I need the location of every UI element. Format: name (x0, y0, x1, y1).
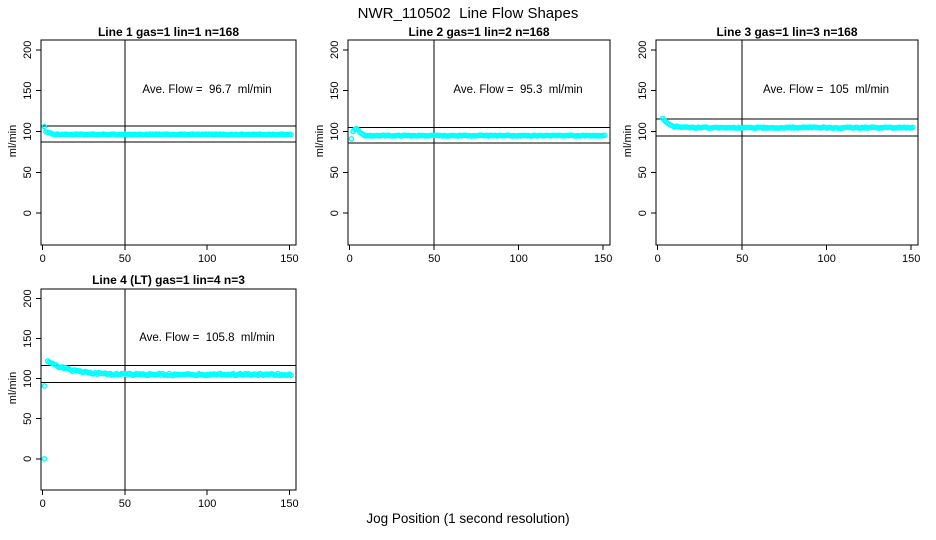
svg-text:100: 100 (22, 370, 34, 388)
svg-text:200: 200 (22, 41, 34, 59)
plot-area-line-3: 0 50 100 150 0 50 100 150 200 (637, 39, 920, 265)
svg-text:0: 0 (22, 210, 34, 216)
svg-text:150: 150 (637, 81, 649, 99)
svg-text:0: 0 (40, 498, 46, 510)
y-axis-label: ml/min (314, 124, 326, 158)
svg-text:150: 150 (22, 329, 34, 347)
plot-area-line-1: 0 50 100 150 0 50 100 150 200 (22, 39, 299, 265)
y-axis-label: ml/min (7, 371, 19, 405)
panel-title: Line 4 (LT) gas=1 lin=4 n=3 (92, 273, 245, 287)
svg-text:50: 50 (119, 498, 131, 510)
svg-text:50: 50 (736, 253, 748, 265)
plot-area-line-4: 0 50 100 150 0 50 100 150 200 (22, 288, 299, 510)
svg-text:200: 200 (329, 41, 341, 59)
svg-text:0: 0 (655, 253, 661, 265)
panel-title: Line 2 gas=1 lin=2 n=168 (408, 25, 550, 39)
y-axis-label: ml/min (622, 124, 634, 158)
panel-title: Line 1 gas=1 lin=1 n=168 (97, 25, 240, 39)
y-axis-label: ml/min (7, 124, 19, 158)
svg-text:100: 100 (22, 122, 34, 140)
svg-text:200: 200 (637, 41, 649, 59)
ave-flow-annotation: Ave. Flow = 105 ml/min (762, 84, 890, 96)
svg-text:100: 100 (637, 122, 649, 140)
ave-flow-annotation: Ave. Flow = 105.8 ml/min (139, 332, 275, 344)
svg-text:50: 50 (22, 166, 34, 178)
svg-text:50: 50 (637, 166, 649, 178)
svg-text:100: 100 (329, 122, 341, 140)
svg-text:150: 150 (280, 498, 298, 510)
svg-text:150: 150 (902, 253, 920, 265)
svg-text:0: 0 (347, 253, 353, 265)
svg-text:100: 100 (198, 253, 216, 265)
svg-text:50: 50 (22, 413, 34, 425)
svg-text:150: 150 (329, 81, 341, 99)
x-axis-label: Jog Position (1 second resolution) (366, 511, 570, 526)
svg-text:200: 200 (22, 289, 34, 307)
svg-text:50: 50 (329, 166, 341, 178)
figure-title: NWR_110502 Line Flow Shapes (357, 5, 579, 22)
svg-text:0: 0 (22, 456, 34, 462)
svg-text:100: 100 (510, 253, 528, 265)
ave-flow-annotation: Ave. Flow = 96.7 ml/min (142, 84, 272, 96)
svg-text:0: 0 (637, 210, 649, 216)
svg-text:50: 50 (119, 253, 131, 265)
svg-text:150: 150 (594, 253, 612, 265)
svg-text:50: 50 (428, 253, 440, 265)
svg-text:0: 0 (40, 253, 46, 265)
panel-title: Line 3 gas=1 lin=3 n=168 (716, 25, 858, 39)
ave-flow-annotation: Ave. Flow = 95.3 ml/min (453, 84, 583, 96)
svg-text:100: 100 (198, 498, 216, 510)
svg-text:0: 0 (329, 210, 341, 216)
svg-text:150: 150 (22, 81, 34, 99)
svg-text:100: 100 (818, 253, 836, 265)
svg-text:150: 150 (280, 253, 298, 265)
plot-area-line-2: 0 50 100 150 0 50 100 150 200 (329, 39, 612, 265)
